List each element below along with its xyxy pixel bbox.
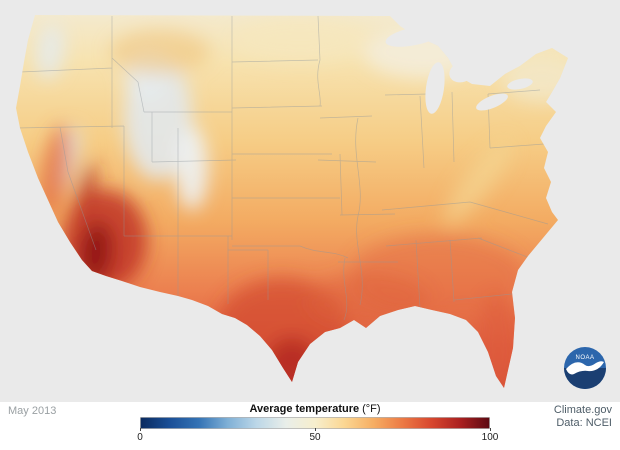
footer: May 2013 Average temperature (°F) 0 50 10…: [0, 402, 620, 450]
tick-label-min: 0: [137, 432, 143, 443]
legend-unit-label: (°F): [362, 403, 381, 415]
lake-erie: [476, 93, 508, 111]
temperature-legend: Average temperature (°F) 0 50 100: [137, 402, 498, 444]
map-area: NOAA: [0, 0, 620, 402]
legend-title: Average temperature (°F): [140, 403, 490, 415]
us-temperature-map: NOAA: [16, 15, 606, 389]
tick-mark-mid: [315, 428, 316, 431]
temperature-field: [16, 15, 568, 388]
colorbar-ticks: 0 50 100: [137, 428, 498, 444]
tick-label-max: 100: [481, 432, 499, 443]
tick-mark-min: [140, 428, 141, 431]
tick-label-mid: 50: [309, 432, 321, 443]
lake-michigan: [425, 62, 445, 114]
great-lakes: [385, 25, 533, 114]
attribution-data: Data: NCEI: [556, 416, 612, 429]
tick-mark-max: [490, 428, 491, 431]
noaa-seagull-icon: [566, 361, 604, 375]
noaa-logo-text: NOAA: [575, 355, 594, 361]
state-borders: [16, 15, 549, 321]
attribution: Climate.gov Data: NCEI: [554, 404, 612, 430]
lake-superior: [385, 25, 445, 47]
lake-ontario: [507, 78, 533, 90]
period-label: May 2013: [8, 405, 57, 417]
legend-title-text: Average temperature: [249, 403, 360, 415]
noaa-logo: NOAA: [564, 347, 606, 389]
attribution-source: Climate.gov: [553, 404, 612, 416]
lake-huron: [449, 61, 475, 83]
